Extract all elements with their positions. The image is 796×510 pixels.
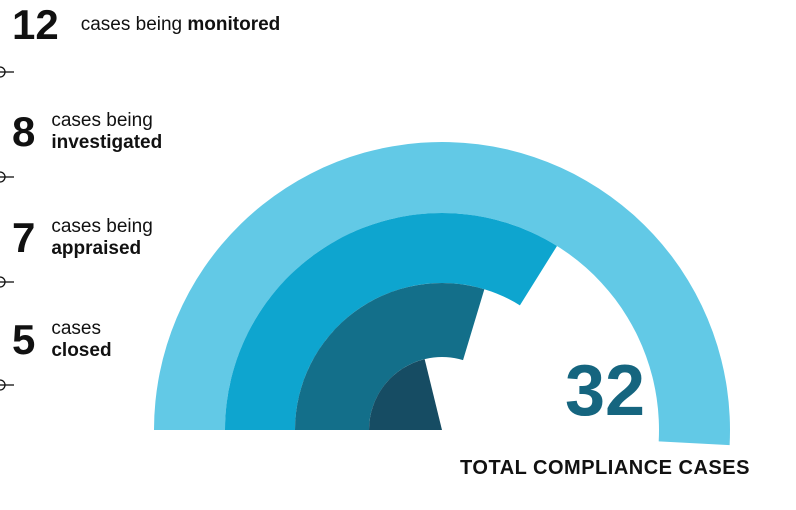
text-appraised-bold: appraised xyxy=(51,237,142,259)
legend-appraised: 7 cases being appraised xyxy=(12,216,153,260)
leader-dot-closed xyxy=(0,379,6,391)
bar-appraised xyxy=(295,282,485,430)
text-monitored-bold: monitored xyxy=(187,14,281,36)
count-investigated: 8 xyxy=(12,107,36,155)
legend-closed: 5 cases closed xyxy=(12,318,112,362)
leader-dot-appraised xyxy=(0,276,6,288)
total-caption: TOTAL COMPLIANCE CASES xyxy=(460,457,750,479)
count-closed: 5 xyxy=(12,315,36,363)
text-appraised-plain: cases being xyxy=(51,216,153,237)
text-monitored-plain: cases being xyxy=(80,14,183,36)
text-investigated-plain: cases being xyxy=(51,110,153,131)
bar-closed xyxy=(369,359,442,430)
legend-investigated: 8 cases being investigated xyxy=(12,110,162,154)
text-closed-plain: cases xyxy=(51,318,101,339)
count-monitored: 12 xyxy=(12,1,59,48)
legend-monitored: 12 cases being monitored xyxy=(12,4,280,46)
count-appraised: 7 xyxy=(12,213,36,261)
text-closed-bold: closed xyxy=(51,339,112,361)
text-investigated-bold: investigated xyxy=(51,131,163,153)
leader-dot-monitored xyxy=(0,66,6,78)
bar-monitored xyxy=(154,141,731,446)
bar-investigated xyxy=(225,212,557,430)
total-number: 32 xyxy=(564,351,646,431)
leader-dot-investigated xyxy=(0,171,6,183)
